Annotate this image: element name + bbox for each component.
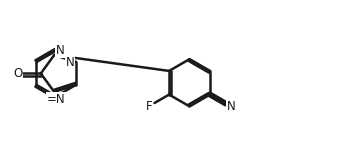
Text: N: N [56,45,65,57]
Text: =N: =N [47,93,65,106]
Text: N: N [65,56,74,69]
Text: O: O [13,67,22,80]
Text: F: F [146,100,153,113]
Text: N: N [226,100,235,113]
